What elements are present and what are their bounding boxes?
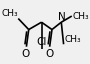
Text: O: O [45,49,53,59]
Text: Cl: Cl [36,37,47,47]
Text: O: O [22,49,30,59]
Text: CH₃: CH₃ [1,9,18,18]
Text: N: N [58,12,65,22]
Text: CH₃: CH₃ [72,12,89,21]
Text: CH₃: CH₃ [64,35,81,44]
